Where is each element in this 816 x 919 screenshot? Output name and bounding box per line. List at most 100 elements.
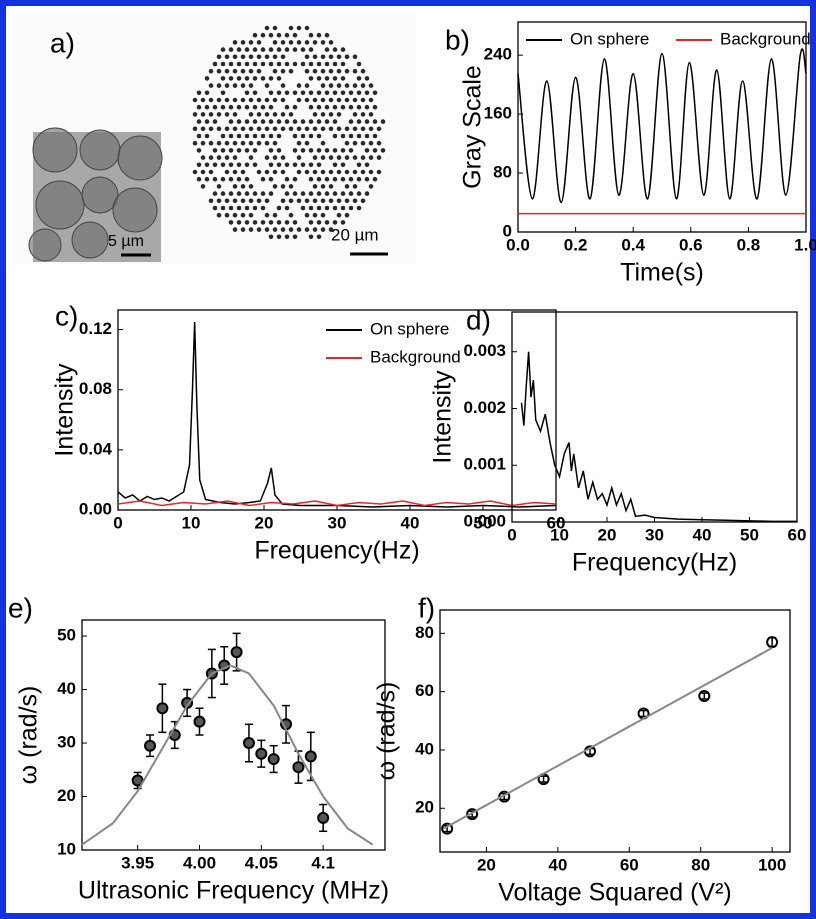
sphere-dot (228, 76, 234, 81)
sphere-dot (240, 54, 246, 60)
sphere-dot (368, 169, 374, 175)
sphere-dot (312, 169, 318, 175)
sphere-dot (308, 176, 314, 182)
sphere-dot (268, 191, 274, 196)
data-point (181, 696, 194, 709)
data-point (466, 808, 479, 821)
sphere-dot (260, 176, 266, 182)
sphere-dot (272, 140, 278, 146)
sphere-dot (288, 68, 294, 74)
sphere-dot (296, 83, 302, 88)
sphere-dot (252, 32, 258, 38)
x-tick-label: 0.8 (737, 235, 761, 254)
data-point (144, 739, 157, 752)
sphere-dot (280, 54, 286, 60)
sphere-dot (332, 148, 338, 153)
sphere-dot (324, 47, 330, 52)
sphere-dot (240, 68, 246, 74)
x-tick-label: 10 (182, 513, 201, 532)
y-tick-label: 0.003 (463, 341, 506, 360)
x-tick-label: 0 (113, 513, 122, 532)
sphere-dot (328, 68, 334, 74)
sphere-dot (296, 25, 302, 31)
sphere-dot (272, 126, 278, 132)
sphere-dot (252, 104, 258, 110)
sphere-dot (316, 61, 322, 67)
panel-label: e) (8, 592, 33, 623)
sphere-dot (220, 90, 226, 96)
sphere-dot (308, 76, 314, 81)
sphere-dot (348, 148, 354, 153)
sphere-dot (328, 155, 334, 160)
sphere-dot (308, 234, 314, 240)
sphere-dot (344, 169, 350, 175)
sphere-dot (272, 40, 278, 45)
sphere-dot (268, 90, 274, 96)
sphere-dot (260, 191, 266, 196)
sphere-dot (304, 227, 310, 232)
sphere-dot (216, 140, 222, 146)
sphere-dot (364, 133, 370, 139)
sphere-dot (288, 198, 294, 204)
inset-sphere (35, 180, 85, 230)
sphere-dot (316, 191, 322, 196)
sphere-dot (308, 104, 314, 110)
sphere-dot (212, 148, 218, 153)
sphere-dot (316, 176, 322, 182)
sphere-dot (248, 54, 254, 60)
sphere-dot (200, 126, 206, 132)
y-tick-label: 0.04 (79, 439, 113, 458)
sphere-dot (272, 54, 278, 60)
sphere-dot (360, 112, 366, 117)
sphere-dot (352, 68, 358, 74)
sphere-dot (280, 169, 286, 175)
sphere-dot (316, 119, 322, 124)
sphere-dot (264, 140, 270, 146)
sphere-dot (320, 54, 326, 60)
sphere-dot (304, 198, 310, 204)
sphere-dot (344, 97, 350, 103)
sphere-dot (320, 184, 326, 189)
sphere-dot (296, 198, 302, 204)
sphere-dot (320, 97, 326, 103)
sphere-dot (280, 83, 286, 88)
sphere-dot (244, 76, 250, 81)
sphere-dot (224, 212, 230, 218)
sphere-dot (356, 61, 362, 67)
sphere-dot (244, 47, 250, 52)
sphere-dot (276, 148, 282, 153)
sphere-dot (284, 205, 290, 211)
sphere-dot (192, 169, 198, 175)
sphere-dot (368, 155, 374, 160)
legend-label: Background (720, 29, 811, 48)
sphere-dot (360, 169, 366, 175)
sphere-dot (276, 119, 282, 124)
sphere-dot (360, 155, 366, 160)
sphere-dot (236, 61, 242, 67)
x-tick-label: 0.0 (506, 235, 530, 254)
sphere-dot (260, 32, 266, 38)
sphere-dot (340, 176, 346, 182)
sphere-dot (248, 155, 254, 160)
sphere-dot (256, 227, 262, 232)
data-point (242, 737, 255, 750)
sphere-dot (356, 90, 362, 96)
y-tick-label: 30 (57, 733, 76, 752)
sphere-dot (240, 40, 246, 45)
sphere-dot (284, 234, 290, 240)
sphere-dot (256, 126, 262, 132)
sphere-dot (236, 220, 242, 225)
sphere-dot (216, 126, 222, 132)
data-point (156, 702, 169, 715)
sphere-dot (268, 162, 274, 168)
sphere-dot (228, 148, 234, 153)
y-axis-title: Intensity (51, 363, 79, 457)
sphere-dot (264, 54, 270, 60)
sphere-dot (320, 68, 326, 74)
y-axis-title: Gray Scale (459, 65, 487, 189)
sphere-dot (320, 112, 326, 117)
sphere-dot (352, 54, 358, 60)
sphere-dot (300, 61, 306, 67)
sphere-dot (320, 140, 326, 146)
sphere-dot (344, 184, 350, 189)
